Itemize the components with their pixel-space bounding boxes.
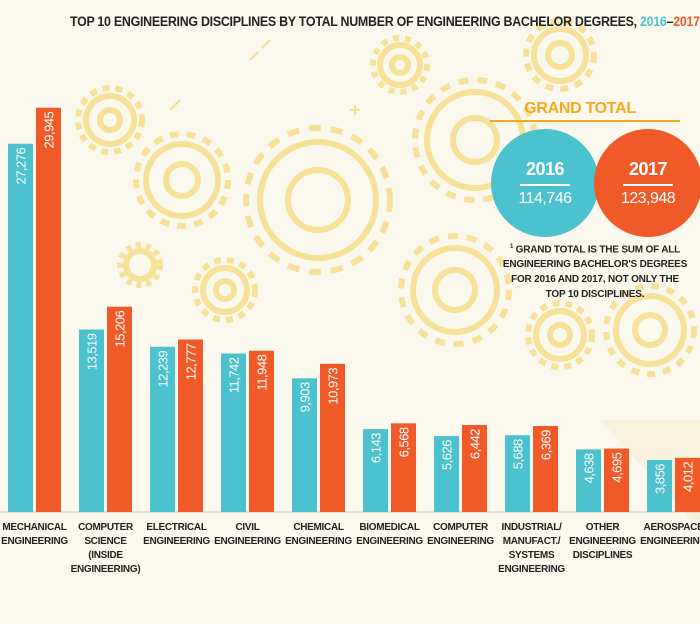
grand-total-2016-year: 2016 <box>525 159 565 179</box>
bar-value-label-2016: 6,143 <box>369 433 384 463</box>
bar-value-label-2016: 12,239 <box>156 351 171 388</box>
bar-2016 <box>221 353 246 512</box>
grand-total-2016-value: 114,746 <box>518 189 572 207</box>
grand-total-heading: GRAND TOTAL <box>524 100 636 117</box>
grand-total-2016-circle: 2016 114,746 <box>491 129 599 237</box>
bar-value-label-2017: 10,973 <box>326 368 341 405</box>
category-label: BIOMEDICAL ENGINEERING <box>356 522 423 547</box>
title-year-2017: 2017 <box>673 14 700 29</box>
gear-icon <box>370 35 430 95</box>
circle-divider <box>623 184 673 186</box>
bar-value-label-2016: 4,638 <box>582 453 597 483</box>
bar-value-label-2016: 3,856 <box>653 464 668 494</box>
bar-value-label-2016: 11,742 <box>227 357 242 393</box>
bar-2016 <box>8 143 33 513</box>
bar-2016 <box>505 435 530 512</box>
bar-value-label-2017: 15,206 <box>113 310 128 347</box>
category-label: COMPUTER ENGINEERING <box>427 522 494 547</box>
bar-2017 <box>391 423 416 512</box>
bar-2017 <box>178 339 203 512</box>
bar-value-label-2017: 11,948 <box>255 354 270 390</box>
bar-2017 <box>249 350 274 512</box>
category-label: CHEMICAL ENGINEERING <box>285 522 352 547</box>
bar-2017 <box>533 426 558 512</box>
bar-2017 <box>107 306 132 512</box>
bar-2016 <box>292 378 317 512</box>
bar-value-label-2017: 4,695 <box>610 452 625 482</box>
gear-icon <box>117 242 163 288</box>
grand-total-footnote: 1 GRAND TOTAL IS THE SUM OF ALL ENGINEER… <box>502 244 688 301</box>
category-label: OTHER ENGINEERING DISCIPLINES <box>569 522 636 561</box>
bar-value-label-2016: 9,903 <box>298 382 313 412</box>
gear-icon <box>75 85 145 155</box>
gear-icon <box>603 283 697 377</box>
category-label: ELECTRICAL ENGINEERING <box>143 522 210 547</box>
bar-2016 <box>363 429 388 512</box>
chart-title: TOP 10 ENGINEERING DISCIPLINES BY TOTAL … <box>70 14 700 29</box>
bar-2017 <box>462 425 487 512</box>
grand-total-2017-circle: 2017 123,948 <box>594 129 700 237</box>
circle-divider <box>520 184 570 186</box>
gear-icon <box>523 18 597 92</box>
bar-value-label-2017: 6,568 <box>397 427 412 457</box>
category-label: INDUSTRIAL/MANUFACT./SYSTEMS ENGINEERING <box>498 522 565 575</box>
bar-2016 <box>647 459 672 512</box>
grand-total-2017-value: 123,948 <box>620 189 676 207</box>
grand-total-2017-year: 2017 <box>628 159 668 179</box>
bar-2016 <box>150 346 175 512</box>
bar-2016 <box>434 436 459 512</box>
bar-value-label-2017: 6,442 <box>468 429 483 459</box>
grand-total-divider <box>490 120 680 122</box>
bar-value-label-2017: 12,777 <box>184 343 199 380</box>
gear-icon <box>525 300 595 370</box>
bar-2017 <box>675 457 700 512</box>
bar-value-label-2016: 27,276 <box>14 148 29 185</box>
bar-value-label-2017: 29,945 <box>42 111 57 148</box>
category-label: MECHANICAL ENGINEERING <box>1 522 68 547</box>
gear-icon <box>398 233 512 347</box>
bar-2017 <box>320 363 345 512</box>
gear-icon <box>133 131 231 229</box>
category-label: COMPUTER SCIENCE (INSIDE ENGINEERING) <box>71 522 141 575</box>
bar-2016 <box>576 449 601 512</box>
bar-value-label-2017: 4,012 <box>681 462 696 492</box>
gear-icon <box>192 257 258 323</box>
bar-2017 <box>36 107 61 513</box>
gear-icon <box>243 125 393 275</box>
bar-value-label-2017: 6,369 <box>539 430 554 460</box>
category-label: CIVIL ENGINEERING <box>214 522 281 547</box>
bar-value-label-2016: 5,688 <box>511 439 526 469</box>
bar-2017 <box>604 448 629 512</box>
title-year-2016: 2016 <box>640 14 667 29</box>
bar-2016 <box>79 329 104 512</box>
bar-value-label-2016: 5,626 <box>440 440 455 470</box>
bar-value-label-2016: 13,519 <box>85 333 100 370</box>
